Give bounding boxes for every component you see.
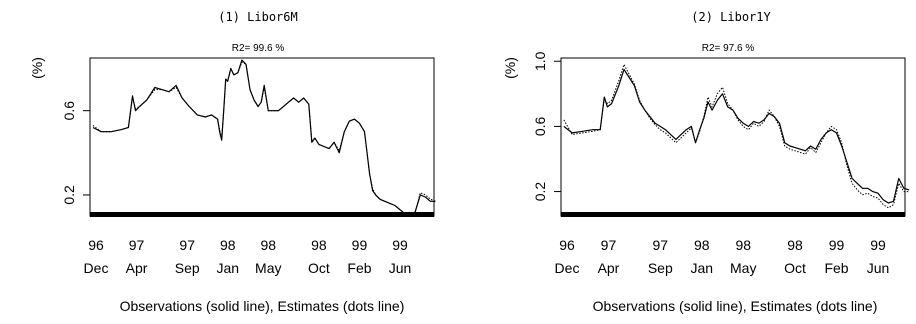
x-tick-year: 98: [260, 237, 276, 253]
x-tick-year: 96: [88, 237, 104, 253]
x-tick-year: 99: [392, 237, 408, 253]
y-tick-label: 0.6: [61, 101, 77, 121]
x-axis-label: Observations (solid line), Estimates (do…: [593, 298, 878, 314]
x-tick-month: Sep: [175, 260, 200, 276]
x-tick-month: Oct: [308, 260, 330, 276]
plot-frame: [560, 57, 906, 217]
plot-frame: [89, 57, 435, 217]
x-tick-month: Feb: [824, 260, 848, 276]
series-line-observations: [563, 68, 910, 204]
series-lines: [92, 59, 436, 217]
x-tick-month: Jan: [216, 260, 239, 276]
x-tick-month: Feb: [347, 260, 371, 276]
x-axis-label: Observations (solid line), Estimates (do…: [120, 298, 405, 314]
x-tick-month: Sep: [648, 260, 673, 276]
x-tick-year: 98: [735, 237, 751, 253]
y-tick-label: 0.2: [61, 185, 77, 205]
y-tick-label: 0.6: [532, 116, 548, 136]
y-tick-label: 1.0: [532, 51, 548, 71]
x-tick-month: Jan: [690, 260, 713, 276]
chart-panel-libor6m: (1) Libor6M R2= 99.6 % (%) Observations …: [29, 10, 436, 314]
x-tick-year: 99: [352, 237, 368, 253]
x-tick-year: 99: [829, 237, 845, 253]
chart-panel-libor1y: (2) Libor1Y R2= 97.6 % (%) Observations …: [502, 10, 910, 314]
chart-subtitle: R2= 99.6 %: [232, 43, 285, 54]
series-lines: [563, 64, 910, 209]
x-tick-year: 98: [694, 237, 710, 253]
x-tick-year: 98: [220, 237, 236, 253]
x-tick-month: May: [255, 260, 281, 276]
series-line-observations: [92, 59, 436, 217]
x-ticks: 96 Dec 97 Apr 97 Sep 98 Jan 98 May 98 Oct 99 Feb 99 Jun: [555, 237, 890, 276]
chart-subtitle: R2= 97.6 %: [702, 43, 755, 54]
x-tick-month: Oct: [784, 260, 806, 276]
x-tick-year: 97: [129, 237, 145, 253]
y-axis-label: (%): [502, 57, 518, 79]
x-tick-month: Jun: [867, 260, 890, 276]
series-line-estimates: [563, 64, 910, 209]
chart-title: (2) Libor1Y: [691, 10, 771, 24]
x-tick-year: 99: [870, 237, 886, 253]
y-axis-label: (%): [29, 57, 45, 79]
x-tick-month: Apr: [126, 260, 148, 276]
x-tick-year: 97: [653, 237, 669, 253]
observation-rug: [561, 212, 905, 217]
y-tick-label: 0.2: [532, 182, 548, 202]
x-tick-year: 98: [311, 237, 327, 253]
chart-title: (1) Libor6M: [218, 10, 297, 24]
x-tick-year: 97: [601, 237, 617, 253]
observation-rug: [90, 212, 434, 217]
x-tick-year: 97: [179, 237, 195, 253]
x-tick-month: Dec: [84, 260, 109, 276]
x-ticks: 96 Dec 97 Apr 97 Sep 98 Jan 98 May 98 Oct 99 Feb 99 Jun: [84, 237, 412, 276]
x-tick-year: 98: [787, 237, 803, 253]
x-tick-month: Dec: [555, 260, 580, 276]
x-tick-year: 96: [559, 237, 575, 253]
series-line-estimates: [92, 61, 436, 215]
y-ticks: 0.2 0.6: [61, 101, 90, 205]
y-ticks: 0.2 0.6 1.0: [532, 51, 561, 201]
x-tick-month: Jun: [389, 260, 412, 276]
x-tick-month: Apr: [598, 260, 620, 276]
x-tick-month: May: [730, 260, 756, 276]
